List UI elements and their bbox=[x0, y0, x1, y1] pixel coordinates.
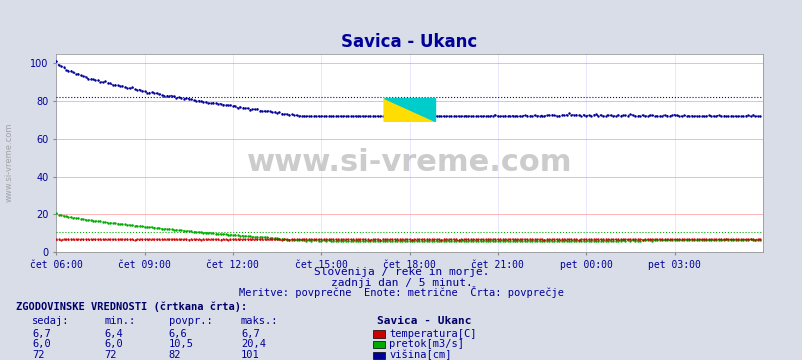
Text: temperatura[C]: temperatura[C] bbox=[389, 329, 476, 339]
Text: 101: 101 bbox=[241, 350, 259, 360]
Text: 72: 72 bbox=[32, 350, 45, 360]
Text: 6,0: 6,0 bbox=[32, 339, 51, 350]
Text: 6,7: 6,7 bbox=[241, 329, 259, 339]
Text: Slovenija / reke in morje.: Slovenija / reke in morje. bbox=[314, 267, 488, 278]
Text: www.si-vreme.com: www.si-vreme.com bbox=[246, 148, 572, 177]
Polygon shape bbox=[383, 98, 435, 121]
Text: 72: 72 bbox=[104, 350, 117, 360]
Text: maks.:: maks.: bbox=[241, 316, 278, 326]
Text: www.si-vreme.com: www.si-vreme.com bbox=[5, 122, 14, 202]
Title: Savica - Ukanc: Savica - Ukanc bbox=[341, 33, 477, 51]
Text: 82: 82 bbox=[168, 350, 181, 360]
Polygon shape bbox=[383, 98, 435, 121]
Text: min.:: min.: bbox=[104, 316, 136, 326]
Text: ZGODOVINSKE VREDNOSTI (črtkana črta):: ZGODOVINSKE VREDNOSTI (črtkana črta): bbox=[16, 301, 247, 312]
Text: 6,0: 6,0 bbox=[104, 339, 123, 350]
Text: povpr.:: povpr.: bbox=[168, 316, 212, 326]
Text: pretok[m3/s]: pretok[m3/s] bbox=[389, 339, 464, 350]
Text: sedaj:: sedaj: bbox=[32, 316, 70, 326]
Text: zadnji dan / 5 minut.: zadnji dan / 5 minut. bbox=[330, 278, 472, 288]
Text: višina[cm]: višina[cm] bbox=[389, 350, 452, 360]
Text: Savica - Ukanc: Savica - Ukanc bbox=[377, 316, 472, 326]
Text: 20,4: 20,4 bbox=[241, 339, 265, 350]
Text: Meritve: povprečne  Enote: metrične  Črta: povprečje: Meritve: povprečne Enote: metrične Črta:… bbox=[239, 286, 563, 298]
Text: 6,4: 6,4 bbox=[104, 329, 123, 339]
Text: 10,5: 10,5 bbox=[168, 339, 193, 350]
Text: 6,6: 6,6 bbox=[168, 329, 187, 339]
Text: 6,7: 6,7 bbox=[32, 329, 51, 339]
